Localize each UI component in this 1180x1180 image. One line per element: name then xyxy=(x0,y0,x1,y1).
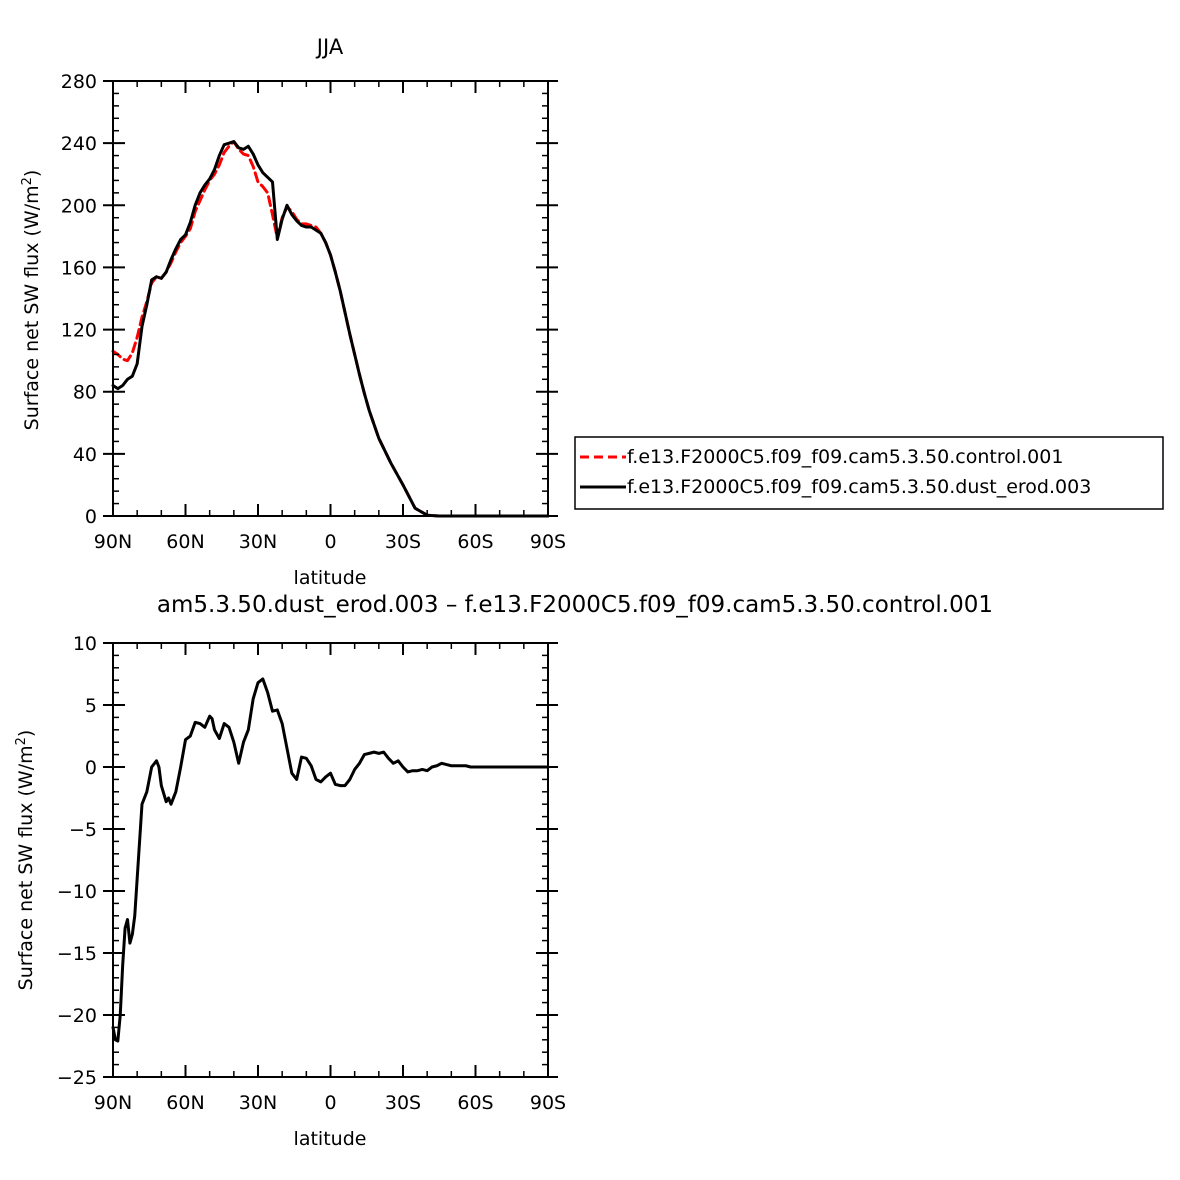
bottom-x-axis-label: latitude xyxy=(294,1128,367,1150)
bottom-chart-title: am5.3.50.dust_erod.003 – f.e13.F2000C5.f… xyxy=(157,592,993,618)
bottom-y-tick-label: −25 xyxy=(57,1067,97,1089)
top-y-axis-label-superscript: 2 xyxy=(20,177,35,185)
bottom-y-axis-label-end: ) xyxy=(15,730,37,737)
bottom-x-tick-label: 90N xyxy=(94,1092,132,1114)
top-chart-title: JJA xyxy=(315,35,344,59)
top-y-axis-label-end: ) xyxy=(21,170,43,177)
bottom-x-tick-label: 30N xyxy=(239,1092,277,1114)
top-y-tick-label: 200 xyxy=(61,195,97,217)
top-x-tick-label: 90N xyxy=(94,531,132,553)
top-y-tick-label: 80 xyxy=(73,382,97,404)
bottom-x-tick-label: 60N xyxy=(166,1092,204,1114)
top-x-axis-label: latitude xyxy=(294,567,367,589)
top-x-tick-label: 30S xyxy=(385,531,421,553)
bottom-y-tick-label: 0 xyxy=(85,757,97,779)
bottom-y-tick-label: 10 xyxy=(73,633,97,655)
bottom-x-tick-label: 60S xyxy=(457,1092,493,1114)
panel-bottom: am5.3.50.dust_erod.003 – f.e13.F2000C5.f… xyxy=(14,592,993,1150)
top-x-tick-label: 60S xyxy=(457,531,493,553)
bottom-y-axis-label: Surface net SW flux (W/m2) xyxy=(14,730,37,991)
bottom-x-tick-label: 30S xyxy=(385,1092,421,1114)
bottom-y-tick-label: −5 xyxy=(69,819,97,841)
bottom-x-tick-label: 0 xyxy=(324,1092,336,1114)
top-y-tick-label: 40 xyxy=(73,444,97,466)
bottom-plot-frame xyxy=(112,642,549,1078)
top-x-tick-label: 90S xyxy=(530,531,566,553)
bottom-y-tick-label: −20 xyxy=(57,1005,97,1027)
bottom-y-tick-label: −15 xyxy=(57,943,97,965)
top-y-axis-label-main: Surface net SW flux (W/m xyxy=(21,185,43,430)
top-y-axis-label: Surface net SW flux (W/m2) xyxy=(20,170,43,431)
bottom-y-tick-label: 5 xyxy=(85,695,97,717)
top-series-line-dust-erod xyxy=(111,140,550,518)
panel-top: JJA 90N 60N 30N 0 30S 60S 90S 0 40 80 120 160 200 240… xyxy=(20,35,1164,589)
legend-label-control: f.e13.F2000C5.f09_f09.cam5.3.50.control.… xyxy=(627,446,1063,468)
bottom-x-tick-label: 90S xyxy=(530,1092,566,1114)
top-series-line-control xyxy=(111,140,550,518)
legend-box xyxy=(574,436,1164,510)
top-x-tick-label: 30N xyxy=(239,531,277,553)
top-y-tick-label: 0 xyxy=(85,506,97,528)
top-y-tick-label: 120 xyxy=(61,320,97,342)
bottom-y-axis-label-superscript: 2 xyxy=(14,737,29,745)
top-y-tick-label: 160 xyxy=(61,257,97,279)
top-plot-area: 90N 60N 30N 0 30S 60S 90S 0 40 80 120 160 200 240 280 xyxy=(61,71,566,553)
top-y-tick-label: 280 xyxy=(61,71,97,93)
top-x-tick-label: 60N xyxy=(166,531,204,553)
top-plot-frame xyxy=(112,80,549,517)
bottom-y-axis-label-main: Surface net SW flux (W/m xyxy=(15,745,37,990)
top-y-tick-label: 240 xyxy=(61,133,97,155)
bottom-series-line-difference xyxy=(111,677,550,1043)
bottom-y-tick-label: −10 xyxy=(57,881,97,903)
legend-label-dust-erod: f.e13.F2000C5.f09_f09.cam5.3.50.dust_ero… xyxy=(627,476,1091,498)
top-x-tick-label: 0 xyxy=(324,531,336,553)
bottom-plot-area: 90N 60N 30N 0 30S 60S 90S −25 −20 −15 −10 −5 0 5 10 xyxy=(57,633,566,1114)
legend: f.e13.F2000C5.f09_f09.cam5.3.50.control.… xyxy=(574,436,1164,510)
